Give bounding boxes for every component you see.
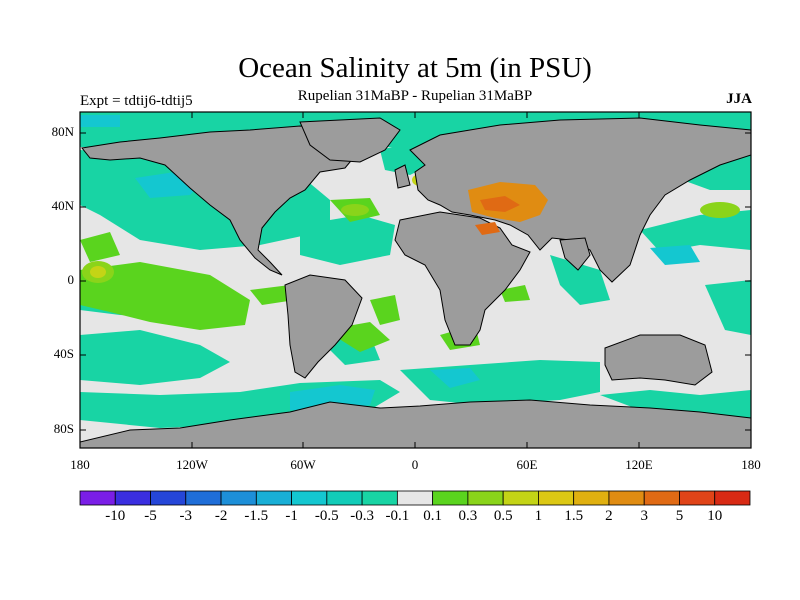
x-tick-label: 180 (741, 457, 761, 472)
africa (394, 211, 531, 346)
colorbar-tick-label: -10 (105, 508, 126, 524)
land-masses (80, 117, 751, 448)
colorbar-swatch (361, 490, 398, 506)
colorbar-swatch (79, 490, 116, 506)
colorbar-tick-label: -3 (179, 508, 193, 524)
colorbar-tick-label: 0.3 (458, 508, 478, 524)
axis-ticks (79, 112, 752, 448)
page-subtitle: Rupelian 31MaBP - Rupelian 31MaBP (297, 88, 533, 104)
x-tick-label: 120E (625, 457, 653, 472)
greenland (299, 117, 401, 163)
colorbar-swatch (502, 490, 539, 506)
colorbar-swatch (679, 490, 716, 506)
colorbar-tick-label: -1.5 (244, 508, 269, 524)
colorbar-swatch (538, 490, 575, 506)
y-tick-label: 80S (53, 421, 74, 436)
colorbar-tick-label: 1 (534, 508, 543, 524)
page-title: Ocean Salinity at 5m (in PSU) (238, 52, 592, 84)
colorbar-tick-label: 0.5 (493, 508, 513, 524)
season-label: JJA (726, 91, 752, 107)
colorbar-tick-label: -0.3 (350, 508, 374, 524)
south-america (284, 274, 363, 379)
map-panel (80, 112, 751, 448)
colorbar-swatch (643, 490, 680, 506)
colorbar-swatch (114, 490, 151, 506)
colorbar-swatch (573, 490, 610, 506)
colorbar-swatch (150, 490, 187, 506)
x-tick-label: 60W (290, 457, 316, 472)
colorbar-swatch (714, 490, 751, 506)
colorbar-tick-label: -0.5 (314, 508, 339, 524)
x-tick-label: 120W (176, 457, 208, 472)
colorbar-swatch (220, 490, 257, 506)
colorbar-tick-label: 0.1 (423, 508, 442, 524)
antarctica (80, 399, 751, 448)
india (559, 237, 591, 271)
britain (394, 164, 411, 189)
colorbar-tick-label: 3 (640, 508, 648, 524)
eurasia (409, 117, 751, 283)
australia (604, 334, 713, 386)
y-tick-label: 0 (67, 272, 75, 287)
paratethys-high-salinity (468, 182, 548, 235)
x-tick-label: 60E (516, 457, 538, 472)
colorbar-tick-label: -5 (144, 508, 157, 524)
colorbar-tick-label: -2 (214, 508, 228, 524)
colorbar-swatch (255, 490, 292, 506)
colorbar (79, 490, 751, 506)
colorbar-swatch (432, 490, 469, 506)
colorbar-swatch (185, 490, 222, 506)
colorbar-swatch (396, 490, 434, 506)
x-tick-label: 0 (411, 457, 419, 472)
colorbar-tick-label: 5 (675, 508, 684, 524)
y-tick-label: 40N (51, 198, 74, 213)
colorbar-tick-label: -0.1 (385, 508, 410, 524)
colorbar-tick-label: 2 (605, 508, 613, 524)
north-america (81, 125, 361, 276)
colorbar-tick-label: -1 (285, 508, 298, 524)
colorbar-tick-label: 1.5 (564, 508, 584, 524)
x-tick-label: 180 (70, 457, 90, 472)
colorbar-swatch (326, 490, 363, 506)
moderate-positive-patches (82, 202, 740, 283)
y-tick-label: 80N (51, 124, 74, 139)
colorbar-swatch (467, 490, 504, 506)
y-tick-label: 40S (53, 346, 74, 361)
colorbar-tick-label: 10 (707, 508, 723, 524)
experiment-label: Expt = tdtij6-tdtij5 (80, 93, 193, 109)
colorbar-swatch (291, 490, 328, 506)
colorbar-swatch (608, 490, 645, 506)
